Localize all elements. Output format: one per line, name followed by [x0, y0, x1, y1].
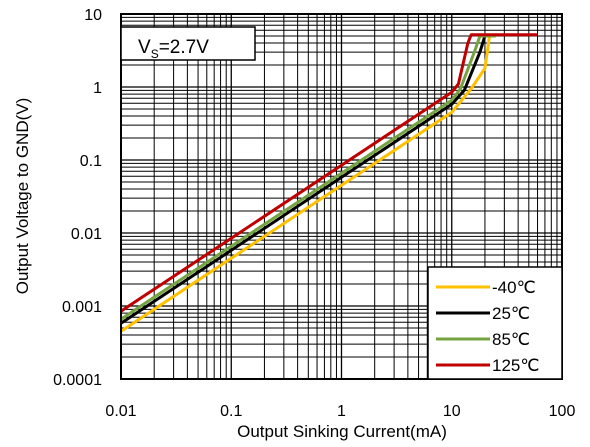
annotation-box [120, 26, 256, 61]
y-tick-label: 10 [84, 7, 102, 24]
series-line [120, 34, 496, 333]
series-layer [120, 33, 538, 333]
x-tick-label: 0.1 [220, 403, 242, 420]
annotation-text: VS=2.7V [138, 37, 209, 61]
series-line [120, 34, 496, 325]
y-tick-label: 1 [93, 80, 102, 97]
x-axis-label: Output Sinking Current(mA) [237, 422, 447, 441]
x-tick-label: 0.01 [105, 403, 136, 420]
y-tick-label: 0.001 [62, 299, 102, 316]
x-tick-labels: 0.01 0.1 1 10 100 [105, 403, 575, 420]
series-line [120, 33, 538, 313]
x-tick-label: 100 [549, 403, 576, 420]
legend-label: 25℃ [492, 304, 530, 323]
series-line [120, 34, 496, 321]
x-tick-label: 1 [337, 403, 346, 420]
legend-label: 125℃ [492, 356, 539, 375]
y-tick-label: 0.1 [80, 153, 102, 170]
annotation-base: V [138, 37, 151, 58]
legend-label: 85℃ [492, 330, 530, 349]
condition-annotation: VS=2.7V [120, 26, 256, 61]
annotation-rest: =2.7V [159, 37, 210, 58]
y-tick-label: 0.0001 [53, 372, 102, 389]
y-axis-label: Output Voltage to GND(V) [13, 98, 32, 295]
x-tick-label: 10 [443, 403, 461, 420]
legend: -40℃ 25℃ 85℃ 125℃ [427, 266, 563, 380]
plot-frame [120, 13, 563, 380]
annotation-subscript: S [151, 47, 159, 61]
y-tick-labels: 0.0001 0.001 0.01 0.1 1 10 [53, 7, 102, 389]
legend-label: -40℃ [492, 278, 536, 297]
y-tick-label: 0.01 [71, 226, 102, 243]
